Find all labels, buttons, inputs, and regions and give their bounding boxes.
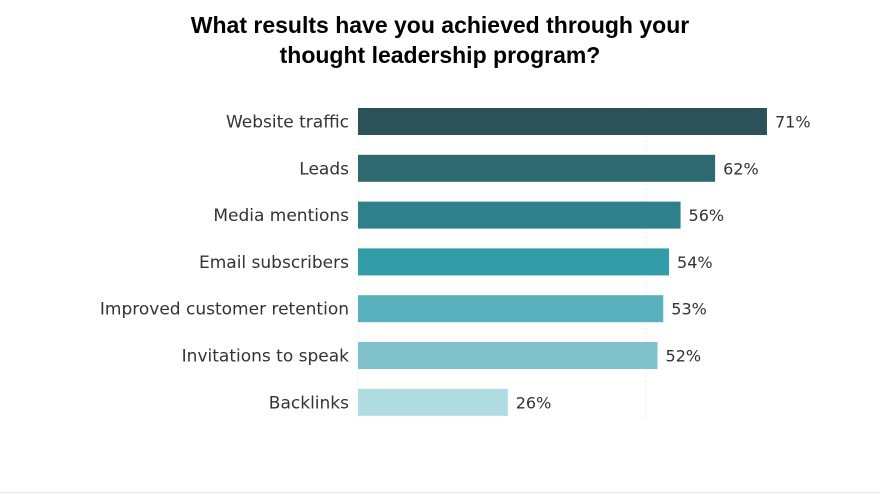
category-label: Invitations to speak — [182, 347, 349, 367]
bar-1 — [358, 154, 716, 182]
value-label: 71% — [775, 113, 811, 132]
bar-3 — [358, 248, 670, 276]
category-label: Media mentions — [213, 206, 349, 226]
bar-4 — [358, 295, 664, 323]
category-label: Leads — [299, 159, 349, 179]
bar-0 — [358, 108, 767, 135]
value-label: 56% — [689, 206, 725, 225]
category-label: Improved customer retention — [100, 300, 349, 320]
chart-title-line-2: thought leadership program? — [279, 42, 601, 68]
bar-6 — [358, 388, 508, 416]
chart-title: What results have you achieved through y… — [0, 10, 880, 70]
category-label: Website traffic — [226, 113, 349, 133]
category-label: Email subscribers — [199, 253, 349, 273]
category-label: Backlinks — [269, 393, 349, 413]
bar-5 — [358, 342, 658, 369]
value-label: 26% — [516, 393, 552, 412]
value-label: 54% — [677, 253, 713, 272]
value-label: 62% — [723, 159, 759, 178]
bar-2 — [358, 201, 681, 229]
bottom-divider — [0, 492, 880, 493]
value-label: 53% — [671, 300, 707, 319]
chart-title-line-1: What results have you achieved through y… — [190, 12, 690, 38]
value-label: 52% — [666, 347, 702, 366]
